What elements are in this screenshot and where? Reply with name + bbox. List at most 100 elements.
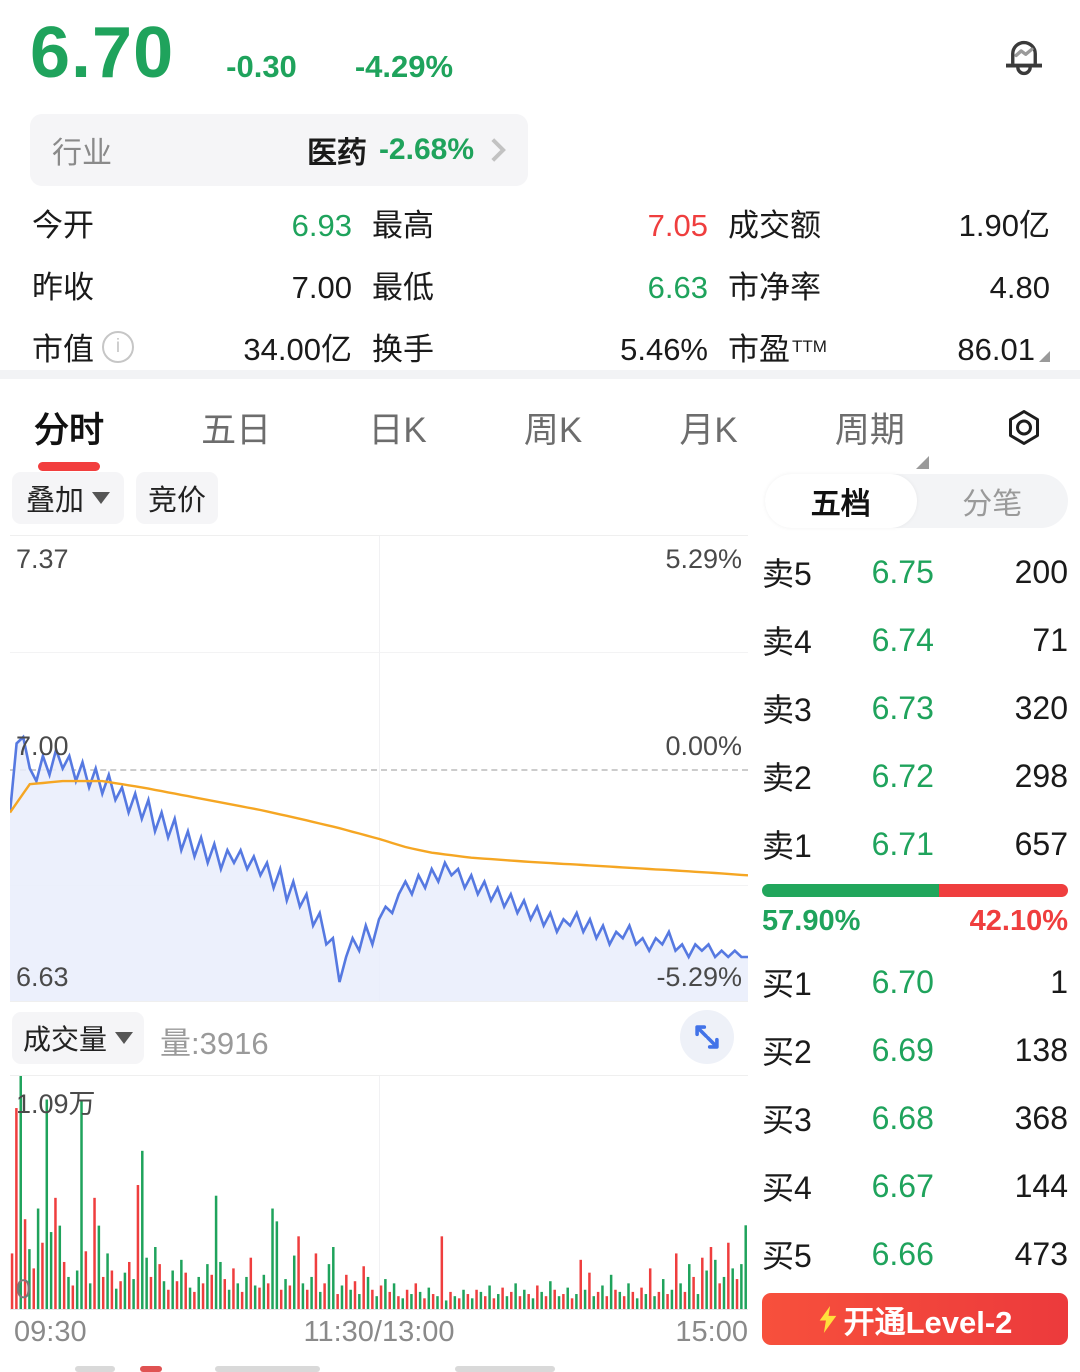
price-header: 6.70 -0.30 -4.29%: [30, 12, 453, 94]
order-price: 6.74: [871, 621, 934, 658]
order-level-label: 买3: [762, 1102, 812, 1138]
order-level-label: 买5: [762, 1238, 812, 1274]
order-level-label: 买2: [762, 1034, 812, 1070]
order-quantity: 320: [1014, 689, 1068, 726]
chart-period-tabs: 分时 五日 日K 周K 月K 周期: [0, 392, 1080, 471]
sell-order-row[interactable]: 卖1 6.71 657: [762, 810, 1068, 878]
price-change: -0.30: [226, 49, 297, 84]
stats-expand-triangle[interactable]: [1039, 351, 1050, 362]
toggle-five-depth[interactable]: 五档: [765, 474, 917, 528]
buy-order-row[interactable]: 买5 6.66 473: [762, 1220, 1068, 1288]
tab-daily-k[interactable]: 日K: [368, 410, 427, 450]
order-quantity: 144: [1014, 1167, 1068, 1204]
fullscreen-chart-button[interactable]: [680, 1010, 734, 1064]
order-price: 6.70: [871, 963, 934, 1000]
volume-bars-plot: [10, 1076, 747, 1309]
caret-down-icon: [92, 492, 110, 504]
sell-order-row[interactable]: 卖4 6.74 71: [762, 606, 1068, 674]
tab-period[interactable]: 周期: [835, 402, 929, 469]
time-axis: 09:30 11:30/13:00 15:00: [10, 1316, 748, 1352]
sell-ratio-segment: [939, 884, 1068, 897]
time-close: 15:00: [675, 1316, 748, 1348]
chart-settings-button[interactable]: [1002, 405, 1046, 453]
stat-pe-ttm: 市盈 TTM 86.01: [728, 324, 1050, 369]
stat-turnover-rate: 换手 5.46%: [372, 332, 708, 367]
gridline: [379, 1076, 380, 1309]
zero-percent: 0.00%: [665, 730, 742, 761]
order-price: 6.67: [871, 1167, 934, 1204]
prev-close-price: 7.00: [16, 730, 69, 761]
industry-name: 医药: [306, 137, 367, 170]
buy-order-row[interactable]: 买4 6.67 144: [762, 1152, 1068, 1220]
tab-intraday[interactable]: 分时: [34, 402, 104, 471]
volume-indicator-selector[interactable]: 成交量: [12, 1012, 144, 1064]
tab-monthly-k[interactable]: 月K: [679, 410, 738, 450]
buy-ratio-segment: [762, 884, 940, 897]
order-quantity: 71: [1032, 621, 1068, 658]
order-quantity: 657: [1014, 825, 1068, 862]
volume-toolbar: 成交量 量:3916: [0, 1010, 760, 1068]
key-stats-grid: 今开 6.93 最高 7.05 成交额 1.90亿 昨收 7.00 最低 6.6…: [32, 200, 1050, 369]
industry-change: -2.68%: [378, 133, 474, 166]
price-alert-button[interactable]: [996, 28, 1052, 84]
order-quantity: 138: [1014, 1031, 1068, 1068]
price-change-percent: -4.29%: [354, 49, 454, 84]
tab-five-day[interactable]: 五日: [201, 410, 272, 450]
sell-order-row[interactable]: 卖2 6.72 298: [762, 742, 1068, 810]
order-level-label: 卖1: [762, 828, 812, 864]
order-level-label: 卖4: [762, 624, 812, 660]
order-price: 6.69: [871, 1031, 934, 1068]
sell-ratio-label: 42.10%: [969, 905, 1068, 937]
intraday-price-chart[interactable]: 7.37 5.29% 7.00 0.00% 6.63 -5.29%: [10, 535, 748, 1002]
stat-day-low: 最低 6.63: [372, 270, 708, 305]
stat-prev-close: 昨收 7.00: [32, 270, 352, 305]
order-quantity: 1: [1050, 963, 1068, 1000]
period-dropdown-triangle: [915, 455, 929, 469]
buy-order-row[interactable]: 买2 6.69 138: [762, 1016, 1068, 1084]
sell-orders-list: 卖5 6.75 200 卖4 6.74 71 卖3 6.73 320 卖2 6.72 298 卖1 6.7…: [762, 538, 1068, 878]
alert-bell-icon: [1006, 40, 1042, 76]
sell-order-row[interactable]: 卖3 6.73 320: [762, 674, 1068, 742]
lightning-icon: [819, 1305, 836, 1333]
volume-y-min: 0: [16, 1274, 32, 1304]
stat-day-high: 最高 7.05: [372, 208, 708, 243]
caret-down-icon: [115, 1032, 133, 1044]
time-open: 09:30: [14, 1316, 87, 1348]
order-price: 6.66: [871, 1235, 934, 1272]
stat-market-cap: 市值 i 34.00亿: [32, 330, 352, 367]
industry-row[interactable]: 行业 医药 -2.68%: [30, 114, 528, 186]
expand-arrows-icon: [695, 1025, 719, 1049]
order-price: 6.68: [871, 1099, 934, 1136]
buy-sell-ratio: 57.90% 42.10%: [762, 884, 1068, 938]
overlay-button[interactable]: 叠加: [12, 472, 124, 524]
sell-order-row[interactable]: 卖5 6.75 200: [762, 538, 1068, 606]
section-divider: [0, 370, 1080, 379]
time-midday: 11:30/13:00: [303, 1316, 455, 1348]
price-series-plot: [10, 734, 748, 1001]
order-price: 6.72: [871, 757, 934, 794]
buy-order-row[interactable]: 买1 6.70 1: [762, 948, 1068, 1016]
industry-label: 行业: [52, 137, 112, 170]
stat-pb-ratio: 市净率 4.80: [728, 270, 1050, 305]
auction-button[interactable]: 竞价: [136, 472, 218, 524]
stat-today-open: 今开 6.93: [32, 208, 352, 243]
volume-bar-chart[interactable]: 1.09万 0: [10, 1075, 748, 1310]
buy-order-row[interactable]: 买3 6.68 368: [762, 1084, 1068, 1152]
volume-y-max: 1.09万: [16, 1089, 96, 1119]
order-level-label: 卖2: [762, 760, 812, 796]
y-min-price: 6.63: [16, 962, 69, 992]
order-price: 6.73: [871, 689, 934, 726]
order-level-label: 卖5: [762, 556, 812, 592]
toggle-tick-by-tick[interactable]: 分笔: [962, 488, 1023, 521]
chevron-right-icon: [491, 138, 506, 162]
order-quantity: 368: [1014, 1099, 1068, 1136]
open-level2-button[interactable]: 开通Level-2: [762, 1293, 1068, 1345]
order-level-label: 买4: [762, 1170, 812, 1206]
stat-turnover-amount: 成交额 1.90亿: [728, 208, 1050, 243]
y-max-percent: 5.29%: [665, 544, 742, 574]
current-price: 6.70: [30, 13, 175, 93]
tab-weekly-k[interactable]: 周K: [523, 410, 583, 450]
info-icon[interactable]: i: [102, 330, 134, 363]
prev-close-dashed-line: [10, 768, 748, 771]
order-level-label: 买1: [762, 966, 812, 1002]
